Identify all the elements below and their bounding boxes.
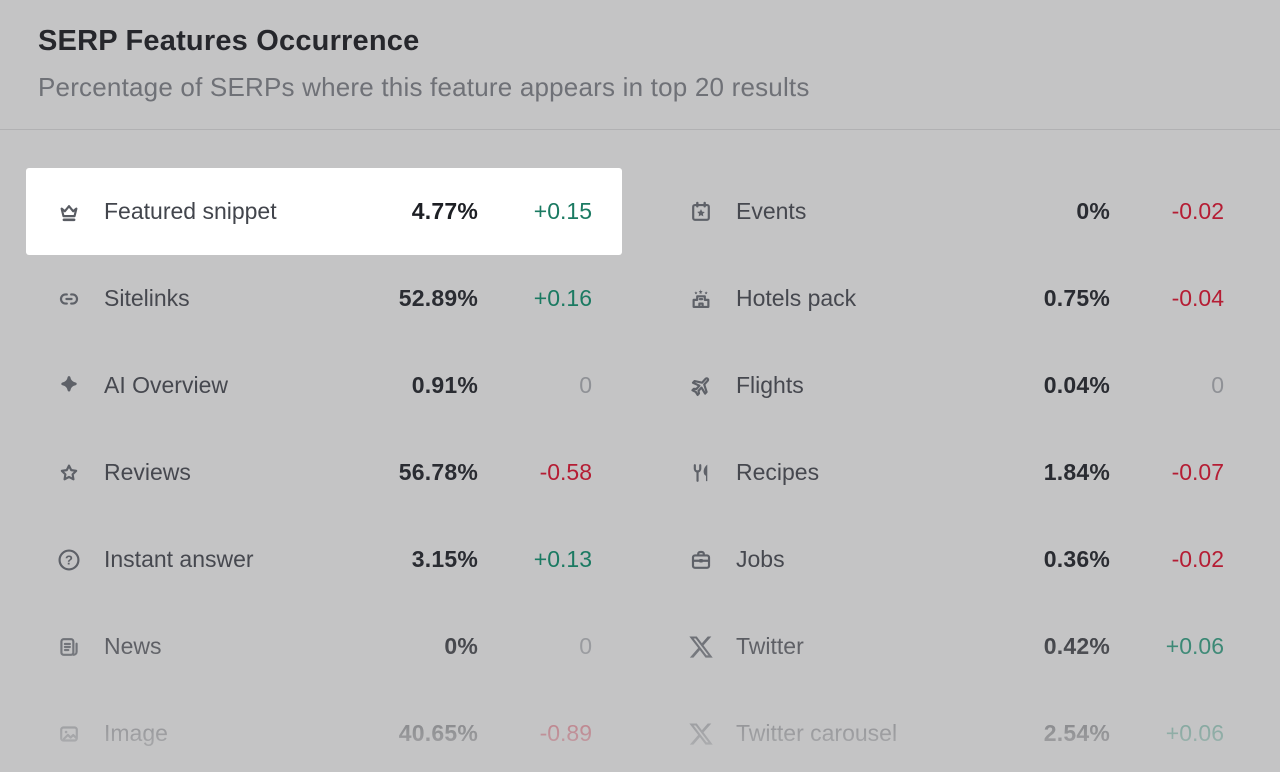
feature-row-jobs[interactable]: Jobs 0.36% -0.02 (658, 516, 1254, 603)
x-icon (688, 634, 714, 660)
features-grid: Featured snippet 4.77% +0.15 Sitelinks 52.89… (26, 168, 1254, 772)
page-title: SERP Features Occurrence (38, 25, 420, 57)
feature-label: Sitelinks (104, 285, 190, 311)
star-icon (56, 460, 82, 486)
feature-occurrence-value: 52.89% (398, 285, 478, 311)
feature-label: Flights (736, 372, 804, 398)
feature-change-value: -0.58 (539, 459, 592, 485)
feature-label: Twitter carousel (736, 720, 898, 746)
feature-row-events[interactable]: Events 0% -0.02 (658, 168, 1254, 255)
feature-row-reviews[interactable]: Reviews 56.78% -0.58 (26, 429, 622, 516)
news-icon (56, 634, 82, 660)
question-circle-icon: ? (56, 547, 82, 573)
feature-change-value: +0.06 (1165, 633, 1224, 659)
feature-change-value: +0.13 (533, 546, 592, 572)
feature-label: Hotels pack (736, 285, 857, 311)
feature-label: Events (736, 198, 807, 224)
image-icon (56, 721, 82, 747)
feature-occurrence-value: 4.77% (411, 198, 478, 224)
feature-occurrence-value: 40.65% (398, 720, 478, 746)
feature-label: Image (104, 720, 168, 746)
feature-row-twitter-carousel[interactable]: Twitter carousel 2.54% +0.06 (658, 690, 1254, 772)
utensils-icon (688, 460, 714, 486)
feature-occurrence-value: 0.36% (1043, 546, 1110, 572)
crown-icon (56, 199, 82, 225)
feature-occurrence-value: 0.75% (1043, 285, 1110, 311)
panel-header: SERP Features Occurrence Percentage of S… (0, 0, 1280, 102)
feature-occurrence-value: 2.54% (1043, 720, 1110, 746)
feature-row-instant-answer[interactable]: ? Instant answer 3.15% +0.13 (26, 516, 622, 603)
feature-row-sitelinks[interactable]: Sitelinks 52.89% +0.16 (26, 255, 622, 342)
feature-change-value: 0 (579, 372, 592, 398)
x-carousel-icon (688, 721, 714, 747)
feature-row-recipes[interactable]: Recipes 1.84% -0.07 (658, 429, 1254, 516)
feature-occurrence-value: 0.04% (1043, 372, 1110, 398)
sitelinks-icon (56, 286, 82, 312)
feature-row-news[interactable]: News 0% 0 (26, 603, 622, 690)
hotel-icon (688, 286, 714, 312)
feature-label: Featured snippet (104, 198, 277, 224)
feature-row-featured-snippet[interactable]: Featured snippet 4.77% +0.15 (26, 168, 622, 255)
feature-row-twitter[interactable]: Twitter 0.42% +0.06 (658, 603, 1254, 690)
feature-occurrence-value: 0% (1076, 198, 1110, 224)
feature-row-flights[interactable]: Flights 0.04% 0 (658, 342, 1254, 429)
feature-change-value: +0.06 (1165, 720, 1224, 746)
feature-change-value: -0.02 (1171, 198, 1224, 224)
feature-row-hotels-pack[interactable]: Hotels pack 0.75% -0.04 (658, 255, 1254, 342)
feature-label: Reviews (104, 459, 191, 485)
feature-occurrence-value: 0% (444, 633, 478, 659)
feature-change-value: -0.89 (539, 720, 592, 746)
feature-label: Jobs (736, 546, 785, 572)
feature-change-value: -0.07 (1171, 459, 1224, 485)
feature-label: News (104, 633, 162, 659)
header-divider (0, 129, 1280, 130)
feature-label: Twitter (736, 633, 804, 659)
feature-change-value: -0.02 (1171, 546, 1224, 572)
feature-row-image[interactable]: Image 40.65% -0.89 (26, 690, 622, 772)
briefcase-icon (688, 547, 714, 573)
feature-change-value: -0.04 (1171, 285, 1224, 311)
features-column-right: Events 0% -0.02 Hotels pack 0.75% -0.04 Flight… (658, 168, 1254, 772)
feature-occurrence-value: 0.42% (1043, 633, 1110, 659)
svg-text:?: ? (65, 552, 73, 567)
feature-label: AI Overview (104, 372, 228, 398)
feature-change-value: 0 (579, 633, 592, 659)
feature-label: Instant answer (104, 546, 254, 572)
ai-sparkle-icon (56, 373, 82, 399)
features-column-left: Featured snippet 4.77% +0.15 Sitelinks 52.89… (26, 168, 622, 772)
calendar-star-icon (688, 199, 714, 225)
feature-change-value: 0 (1211, 372, 1224, 398)
feature-row-ai-overview[interactable]: AI Overview 0.91% 0 (26, 342, 622, 429)
feature-occurrence-value: 1.84% (1043, 459, 1110, 485)
feature-label: Recipes (736, 459, 820, 485)
feature-occurrence-value: 3.15% (411, 546, 478, 572)
feature-change-value: +0.15 (533, 198, 592, 224)
feature-occurrence-value: 56.78% (398, 459, 478, 485)
feature-change-value: +0.16 (533, 285, 592, 311)
plane-icon (688, 373, 714, 399)
page-subtitle: Percentage of SERPs where this feature a… (38, 72, 810, 102)
feature-occurrence-value: 0.91% (411, 372, 478, 398)
